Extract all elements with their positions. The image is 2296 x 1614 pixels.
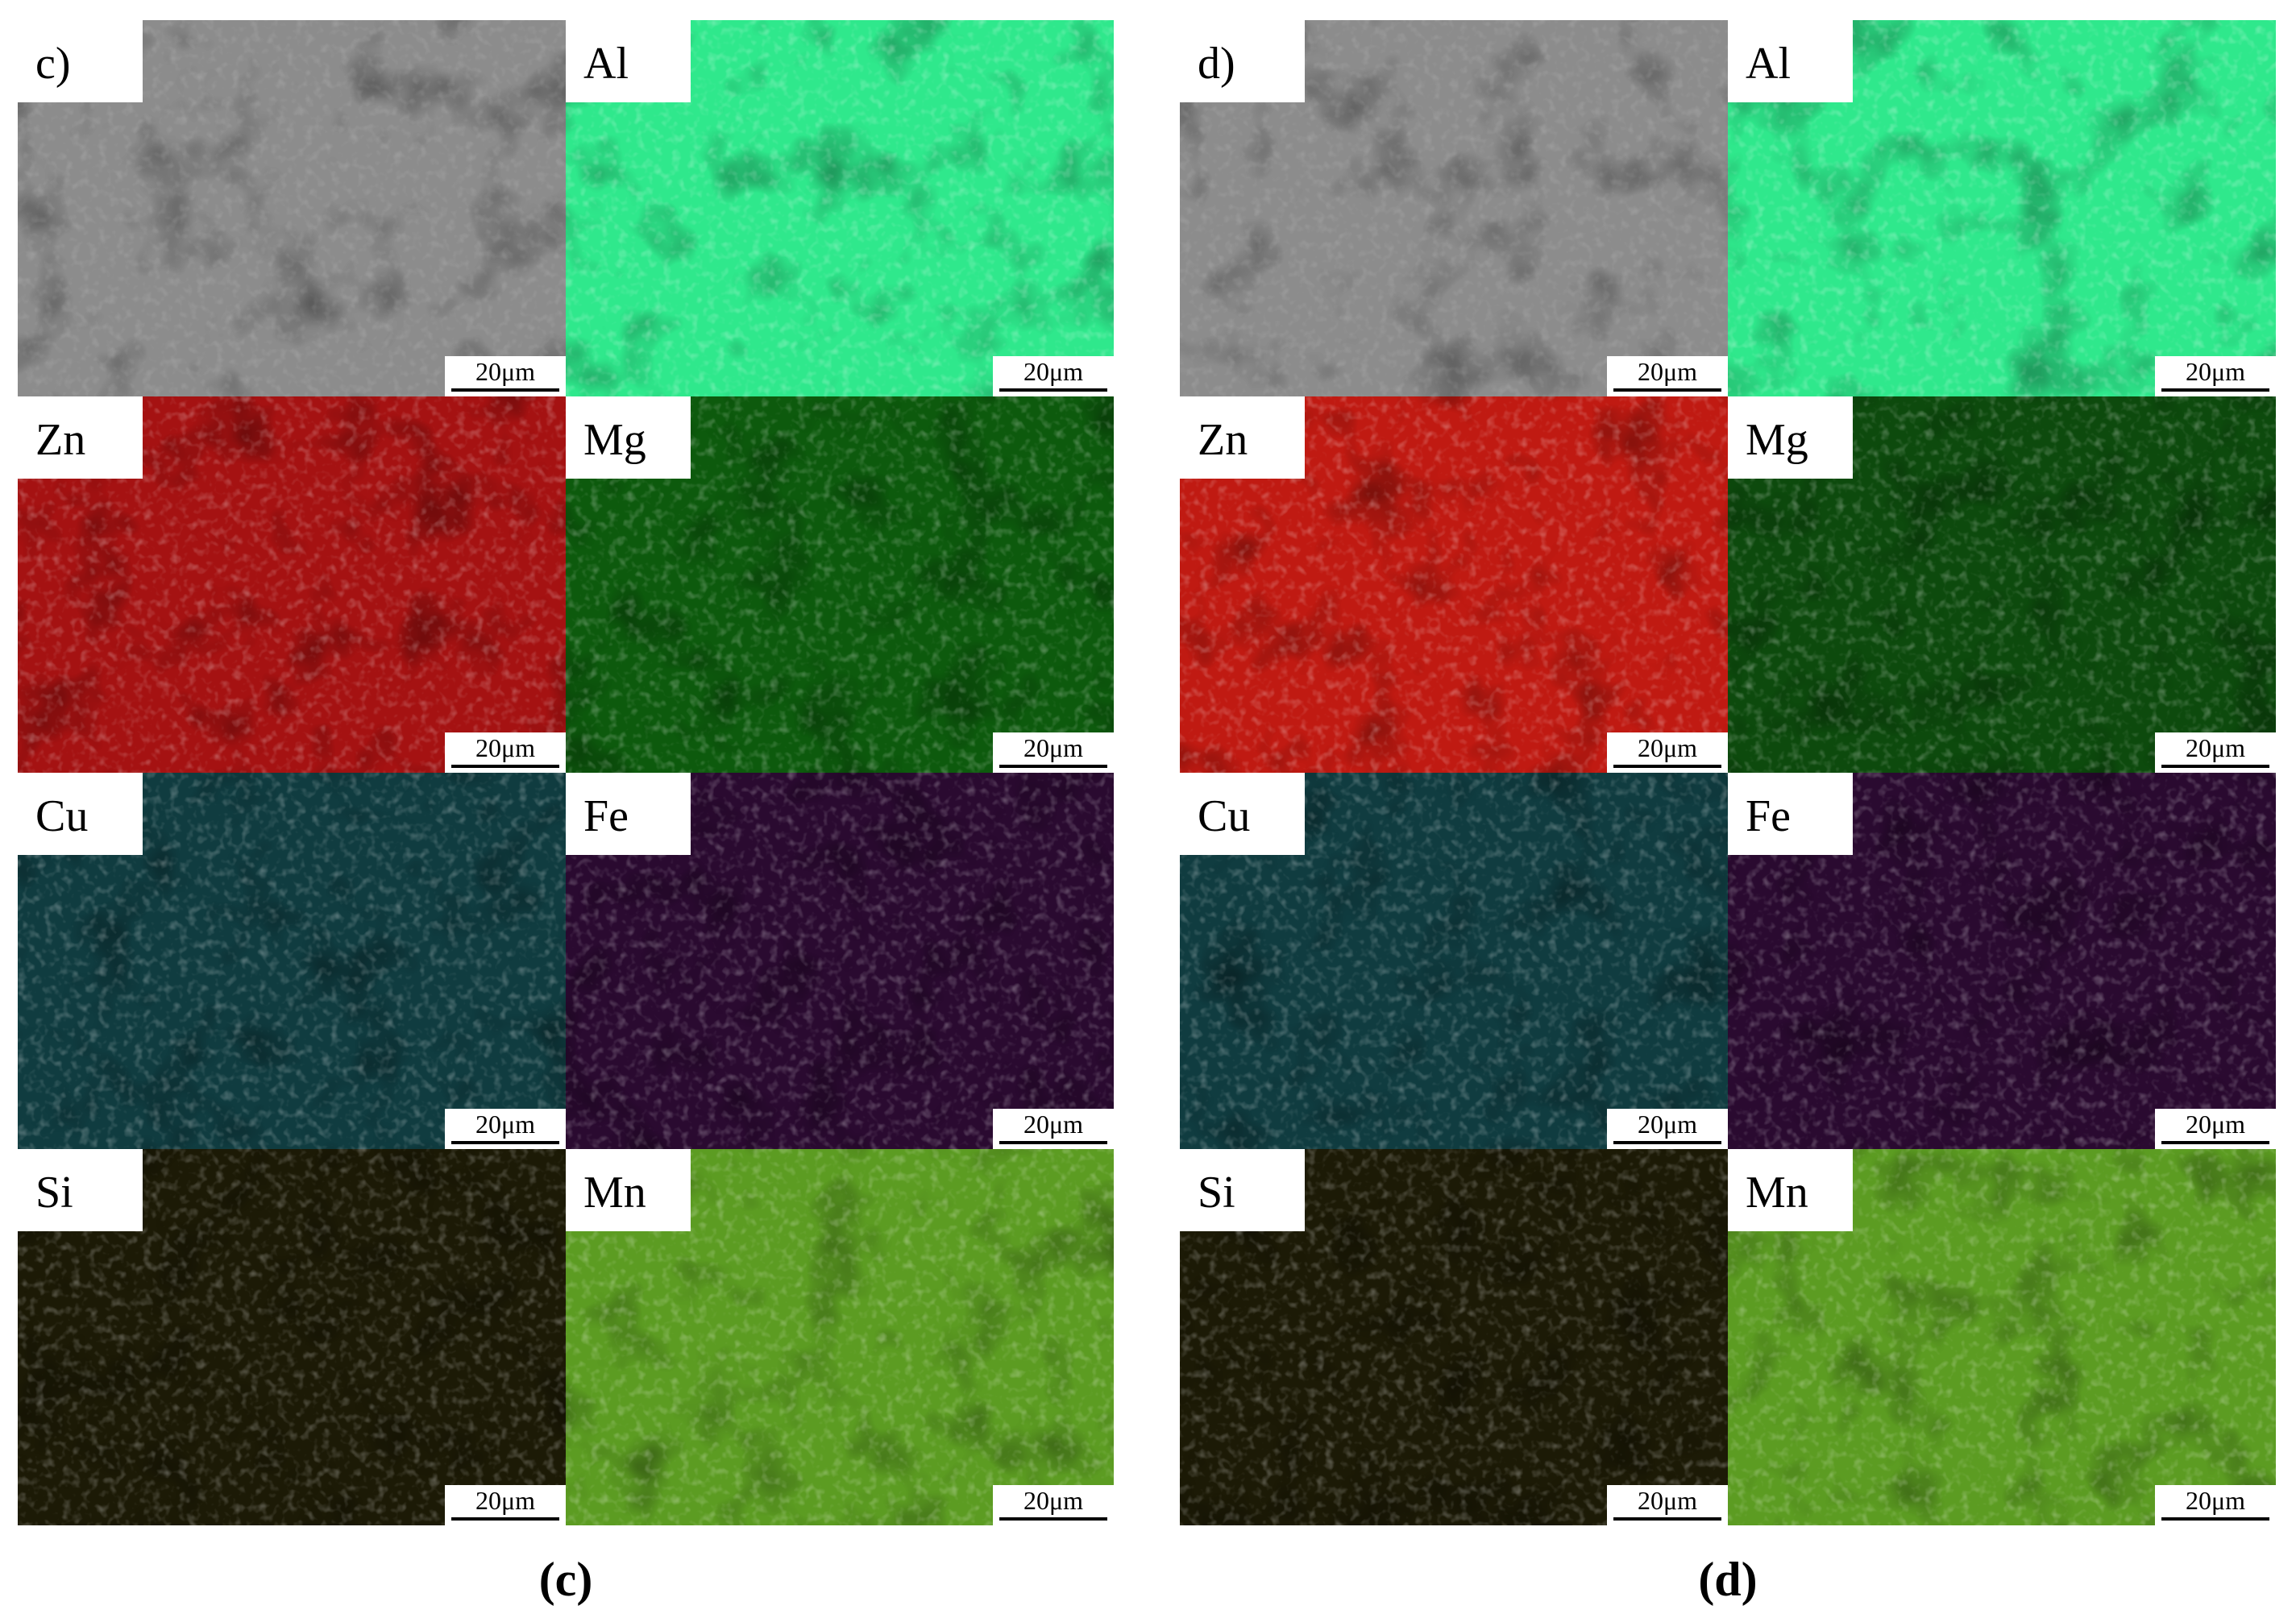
scale-bar-label: 20μm: [1023, 357, 1083, 386]
panel-label: c): [35, 39, 71, 89]
map-panel: Al 20μm: [1728, 20, 2276, 396]
label-box: [18, 20, 143, 102]
label-box: [1180, 396, 1305, 479]
panel-label: Mg: [1746, 415, 1808, 465]
label-box: [1728, 1149, 1853, 1231]
label-box: [18, 1149, 143, 1231]
scale-bar-label: 20μm: [2186, 733, 2245, 762]
panel-label: Mn: [583, 1168, 646, 1218]
map-panel: Fe 20μm: [1728, 773, 2276, 1149]
label-box: [18, 773, 143, 855]
label-box: [1180, 1149, 1305, 1231]
scale-bar-label: 20μm: [1638, 1486, 1697, 1515]
label-box: [566, 396, 691, 479]
map-panel: Mn 20μm: [566, 1149, 1114, 1525]
map-panel: Si 20μm: [1180, 1149, 1728, 1525]
label-box: [1728, 773, 1853, 855]
figure-caption: (c): [539, 1553, 593, 1606]
map-panel: Al 20μm: [566, 20, 1114, 396]
map-panel: Zn 20μm: [1180, 396, 1728, 773]
panel-label: Fe: [583, 791, 629, 841]
scale-bar-label: 20μm: [2186, 1486, 2245, 1515]
map-panel: Mg 20μm: [1728, 396, 2276, 773]
map-panel: Si 20μm: [18, 1149, 566, 1525]
panel-label: Si: [1198, 1168, 1235, 1218]
panel-label: Cu: [35, 791, 88, 841]
map-panel: c) 20μm: [18, 20, 566, 396]
label-box: [18, 396, 143, 479]
scale-bar-label: 20μm: [1023, 1486, 1083, 1515]
scale-bar-label: 20μm: [475, 733, 535, 762]
label-box: [1728, 396, 1853, 479]
figure-caption: (d): [1698, 1553, 1757, 1606]
map-panel: Cu 20μm: [18, 773, 566, 1149]
scale-bar-label: 20μm: [1023, 733, 1083, 762]
map-panel: Fe 20μm: [566, 773, 1114, 1149]
scale-bar-label: 20μm: [475, 1486, 535, 1515]
scale-bar-label: 20μm: [1638, 733, 1697, 762]
label-box: [566, 20, 691, 102]
map-panel: Mn 20μm: [1728, 1149, 2276, 1525]
panel-label: Zn: [1198, 415, 1248, 465]
scale-bar-label: 20μm: [1023, 1110, 1083, 1139]
label-box: [1728, 20, 1853, 102]
panel-label: Si: [35, 1168, 73, 1218]
panel-label: Zn: [35, 415, 85, 465]
panel-label: Cu: [1198, 791, 1250, 841]
panel-label: d): [1198, 39, 1235, 89]
map-panel: Cu 20μm: [1180, 773, 1728, 1149]
scale-bar-label: 20μm: [1638, 357, 1697, 386]
map-panel: Zn 20μm: [18, 396, 566, 773]
panel-label: Mg: [583, 415, 646, 465]
scale-bar-label: 20μm: [475, 1110, 535, 1139]
map-panel: Mg 20μm: [566, 396, 1114, 773]
label-box: [566, 773, 691, 855]
label-box: [566, 1149, 691, 1231]
scale-bar-label: 20μm: [2186, 1110, 2245, 1139]
map-panel: d) 20μm: [1180, 20, 1728, 396]
panel-label: Fe: [1746, 791, 1791, 841]
panel-label: Mn: [1746, 1168, 1808, 1218]
label-box: [1180, 773, 1305, 855]
scale-bar-label: 20μm: [475, 357, 535, 386]
panel-label: Al: [1746, 39, 1791, 89]
label-box: [1180, 20, 1305, 102]
scale-bar-label: 20μm: [2186, 357, 2245, 386]
panel-label: Al: [583, 39, 629, 89]
scale-bar-label: 20μm: [1638, 1110, 1697, 1139]
